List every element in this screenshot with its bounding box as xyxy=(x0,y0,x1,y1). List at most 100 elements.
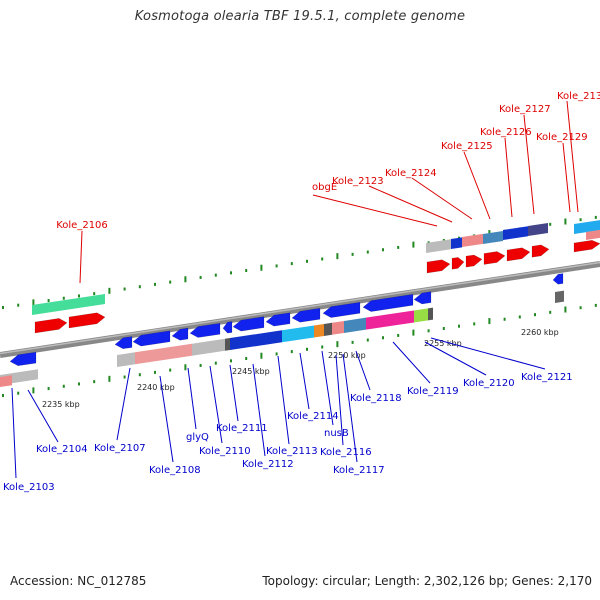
accession-text: Accession: NC_012785 xyxy=(10,574,147,588)
cog-band xyxy=(414,308,428,323)
upper-tick xyxy=(549,222,552,226)
leader-line xyxy=(209,365,223,444)
gene-label[interactable]: Kole_2123 xyxy=(332,176,384,187)
leader-line xyxy=(342,353,358,463)
gene-label[interactable]: Kole_2110 xyxy=(199,446,251,457)
kbp-tick-label: 2250 kbp xyxy=(328,351,366,360)
reverse-gene-arrow xyxy=(171,327,189,341)
label-leaders xyxy=(11,100,579,479)
gene-label[interactable]: Kole_2117 xyxy=(333,465,385,476)
gene-label[interactable]: Kole_2106 xyxy=(56,220,108,231)
upper-tick xyxy=(382,248,384,252)
upper-tick xyxy=(78,294,80,298)
leader-line xyxy=(277,355,290,445)
gene-label[interactable]: nusB xyxy=(324,428,349,439)
leader-line xyxy=(463,151,491,220)
leader-line xyxy=(424,341,487,376)
gene-label[interactable]: Kole_2126 xyxy=(480,127,532,138)
lower-tick xyxy=(230,359,232,363)
lower-tick xyxy=(260,352,263,359)
cog-band xyxy=(32,294,105,315)
lower-tick xyxy=(290,350,293,354)
forward-gene-arrow xyxy=(68,312,106,329)
reverse-gene-arrow xyxy=(114,336,133,350)
lower-tick xyxy=(488,318,491,325)
lower-tick xyxy=(245,357,248,361)
forward-gene-arrow xyxy=(426,259,451,274)
upper-tick xyxy=(306,259,308,263)
gene-label[interactable]: Kole_2107 xyxy=(94,443,146,454)
lower-tick xyxy=(397,333,400,337)
upper-tick xyxy=(594,215,597,219)
gene-label[interactable]: Kole_2124 xyxy=(385,168,437,179)
genome-info-text: Topology: circular; Length: 2,302,126 bp… xyxy=(262,574,592,588)
gene-label[interactable]: Kole_2108 xyxy=(149,465,201,476)
kbp-tick-label: 2240 kbp xyxy=(137,383,175,392)
lower-tick xyxy=(382,336,384,340)
lower-tick xyxy=(199,363,202,367)
reverse-gene-arrow xyxy=(291,307,321,323)
upper-tick xyxy=(275,264,278,268)
lower-tick xyxy=(321,345,324,349)
leader-line xyxy=(430,337,546,370)
gene-label[interactable]: Kole_2119 xyxy=(407,386,459,397)
upper-tick xyxy=(17,303,20,307)
reverse-gene-arrow xyxy=(265,312,291,327)
gene-label[interactable]: Kole_2118 xyxy=(350,393,402,404)
reverse-gene-arrow xyxy=(9,351,37,367)
gene-label[interactable]: Kole_2120 xyxy=(463,378,515,389)
gene-label[interactable]: Kole_2103 xyxy=(3,482,55,493)
forward-gene-arrow xyxy=(483,251,506,265)
reverse-gene-arrow xyxy=(413,291,432,305)
leader-line xyxy=(116,367,131,441)
upper-tick xyxy=(108,287,111,294)
upper-tick xyxy=(321,257,324,261)
lower-tick xyxy=(123,375,126,379)
cog-band xyxy=(451,237,462,249)
gene-label[interactable]: Kole_2121 xyxy=(521,372,573,383)
lower-tick xyxy=(2,394,4,397)
gene-label[interactable]: obgE xyxy=(312,182,337,193)
upper-tick xyxy=(366,250,369,254)
cog-band xyxy=(230,330,282,351)
upper-tick xyxy=(351,252,354,256)
gene-label[interactable]: Kole_2130 xyxy=(557,91,600,102)
lower-tick xyxy=(534,313,536,317)
lower-tick xyxy=(518,315,521,319)
reverse-gene-arrow xyxy=(362,294,414,312)
forward-gene-arrow xyxy=(506,247,531,262)
upper-tick xyxy=(564,218,567,225)
cog-band xyxy=(366,310,414,330)
cog-band xyxy=(0,375,12,387)
gene-label[interactable]: Kole_2129 xyxy=(536,132,588,143)
kbp-tick-label: 2235 kbp xyxy=(42,400,80,409)
lower-tick xyxy=(594,303,597,307)
cog-band xyxy=(135,343,192,365)
gene-label[interactable]: Kole_2104 xyxy=(36,444,88,455)
cog-band xyxy=(426,239,451,253)
cog-band xyxy=(324,322,332,336)
cog-band xyxy=(574,220,600,234)
upper-tick xyxy=(230,271,232,275)
forward-gene-arrow xyxy=(465,254,483,268)
gene-label[interactable]: Kole_2127 xyxy=(499,104,551,115)
map-title: Kosmotoga olearia TBF 19.5.1, complete g… xyxy=(134,9,466,24)
upper-tick xyxy=(214,273,217,277)
reverse-gene-arrow xyxy=(552,273,564,285)
gene-label[interactable]: Kole_2113 xyxy=(266,446,318,457)
gene-label[interactable]: Kole_2111 xyxy=(216,423,268,434)
lower-tick xyxy=(214,361,217,365)
lower-tick xyxy=(32,387,35,394)
gene-label[interactable]: Kole_2114 xyxy=(287,411,339,422)
gene-label[interactable]: Kole_2112 xyxy=(242,459,294,470)
upper-tick xyxy=(336,253,339,260)
gene-label[interactable]: Kole_2125 xyxy=(441,141,493,152)
gene-label[interactable]: glyQ xyxy=(186,432,209,443)
lower-tick xyxy=(549,310,552,314)
gene-label[interactable]: Kole_2116 xyxy=(320,447,372,458)
lower-tick xyxy=(579,306,582,310)
upper-tick xyxy=(169,280,172,284)
upper-tick xyxy=(260,264,263,271)
upper-tick xyxy=(93,292,96,296)
